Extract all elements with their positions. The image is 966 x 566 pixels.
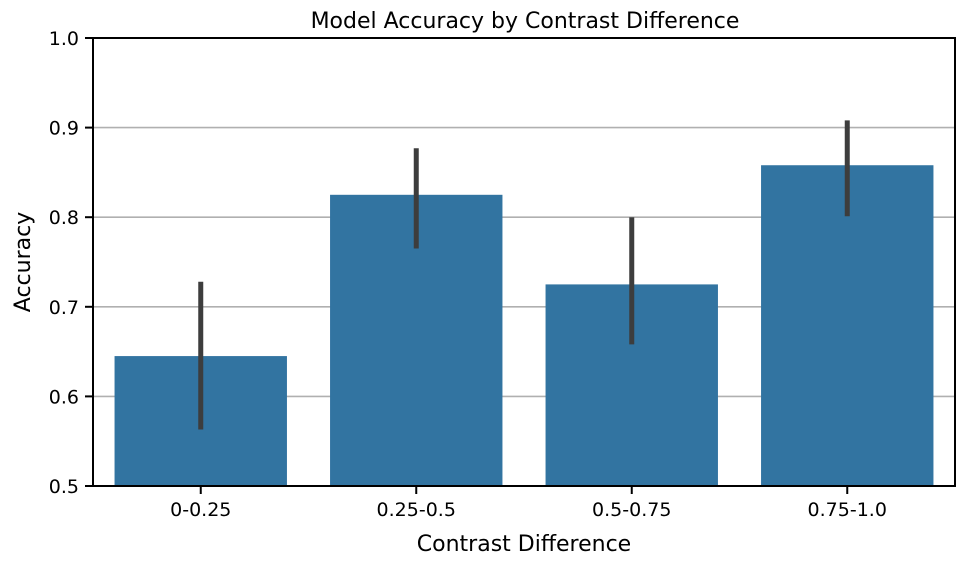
x-tick-label: 0.25-0.5 bbox=[377, 499, 456, 521]
y-axis-ticks: 0.5 0.6 0.7 0.8 0.9 1.0 bbox=[49, 28, 93, 498]
y-tick-label: 0.5 bbox=[49, 476, 79, 498]
y-tick-label: 0.7 bbox=[49, 297, 79, 319]
y-tick-label: 0.9 bbox=[49, 118, 79, 140]
bars bbox=[114, 165, 934, 487]
x-axis-ticks: 0-0.25 0.25-0.5 0.5-0.75 0.75-1.0 bbox=[170, 486, 887, 521]
error-bars bbox=[198, 120, 850, 430]
plot-frame bbox=[92, 37, 956, 487]
bar bbox=[761, 165, 934, 486]
y-tick-label: 0.6 bbox=[49, 386, 79, 408]
y-tick-label: 0.8 bbox=[49, 207, 79, 229]
chart-title: Model Accuracy by Contrast Difference bbox=[311, 9, 740, 34]
y-axis-label: Accuracy bbox=[11, 212, 36, 312]
x-axis-label: Contrast Difference bbox=[417, 532, 631, 557]
y-tick-label: 1.0 bbox=[49, 28, 79, 50]
x-tick-label: 0.75-1.0 bbox=[808, 499, 887, 521]
x-tick-label: 0.5-0.75 bbox=[592, 499, 671, 521]
x-tick-label: 0-0.25 bbox=[170, 499, 231, 521]
